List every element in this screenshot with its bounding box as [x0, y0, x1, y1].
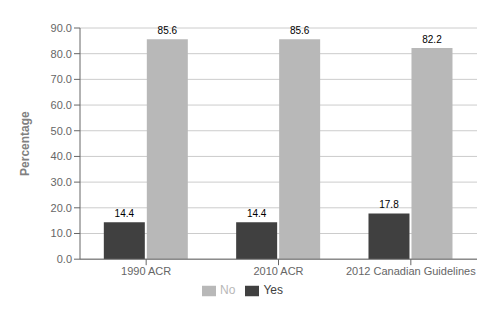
html-text:Yes: Yes — [263, 283, 283, 298]
svg-text:0.0: 0.0 — [57, 253, 72, 265]
svg-text:10.0: 10.0 — [51, 227, 72, 239]
svg-text:82.2: 82.2 — [422, 34, 442, 45]
svg-text:30.0: 30.0 — [51, 176, 72, 188]
svg-text:17.8: 17.8 — [379, 199, 399, 210]
svg-text:60.0: 60.0 — [51, 99, 72, 111]
svg-text:85.6: 85.6 — [290, 25, 310, 36]
svg-text:2012 Canadian Guidelines: 2012 Canadian Guidelines — [346, 265, 476, 277]
svg-text:14.4: 14.4 — [247, 208, 267, 219]
svg-text:40.0: 40.0 — [51, 150, 72, 162]
svg-text:85.6: 85.6 — [158, 25, 178, 36]
svg-text:20.0: 20.0 — [51, 202, 72, 214]
svg-text:Percentage: Percentage — [18, 111, 32, 176]
svg-text:50.0: 50.0 — [51, 125, 72, 137]
svg-text:2010 ACR: 2010 ACR — [253, 265, 303, 277]
svg-text:70.0: 70.0 — [51, 73, 72, 85]
svg-text:80.0: 80.0 — [51, 48, 72, 60]
svg-text:14.4: 14.4 — [115, 208, 135, 219]
svg-text:1990 ACR: 1990 ACR — [121, 265, 171, 277]
svg-text:90.0: 90.0 — [51, 22, 72, 34]
html-text:No: No — [220, 283, 236, 298]
